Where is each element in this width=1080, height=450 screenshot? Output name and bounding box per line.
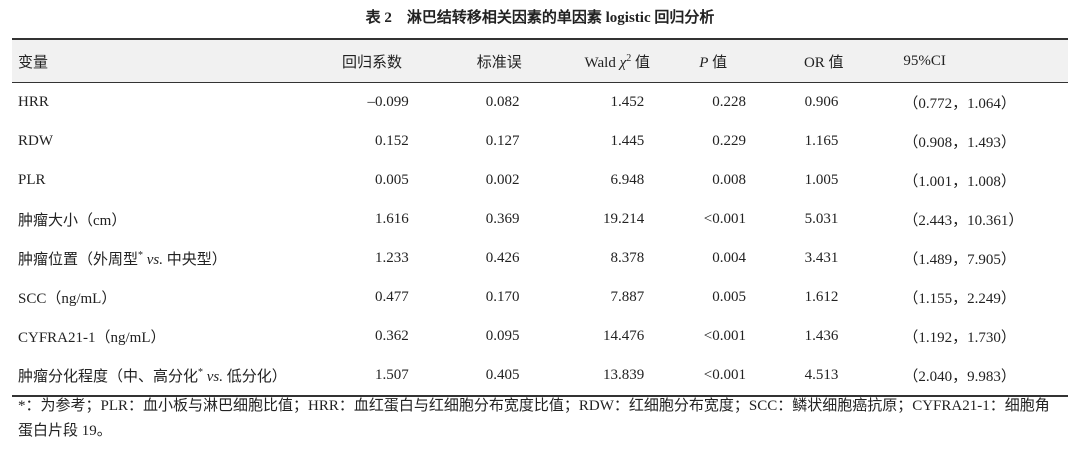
text-segment: χ [619, 54, 627, 71]
table-cell: 1.616 [374, 211, 409, 227]
table-cell: <0.001 [703, 367, 746, 383]
row-label: 肿瘤分化程度（中、高分化* vs. 低分化） [12, 356, 337, 396]
table-cell: 0.426 [485, 250, 520, 266]
table-row: 肿瘤分化程度（中、高分化* vs. 低分化） 1.507 0.405 13.839 <0… [12, 356, 1068, 396]
table-cell: 1.233 [374, 250, 409, 266]
table-cell: （1.192，1.730） [903, 330, 1016, 346]
table-cell: 14.476 [602, 328, 645, 344]
table-cell: 0.005 [374, 172, 409, 188]
table-cell: 6.948 [610, 172, 645, 188]
row-label: HRR [18, 94, 49, 110]
table-row: HRR –0.099 0.082 1.452 0.228 0.906 （0.772，1.06… [12, 83, 1068, 123]
column-header: 标准误 [476, 54, 522, 71]
table-cell: 0.095 [485, 328, 520, 344]
table-cell: 0.002 [485, 172, 520, 188]
column-header: 95%CI [903, 52, 946, 69]
text-segment: 肿瘤分化程度（中、高分化 [18, 369, 199, 385]
table-cell: 13.839 [602, 367, 645, 383]
table-cell: 0.082 [485, 94, 520, 110]
table-cell: （1.155，2.249） [903, 291, 1016, 307]
table-cell: 0.228 [712, 94, 746, 110]
table-cell: 19.214 [602, 211, 645, 227]
table-cell: 0.152 [374, 133, 409, 149]
table-cell: –0.099 [367, 94, 409, 110]
table-cell: 0.477 [374, 289, 409, 305]
text-segment: 值 [708, 54, 728, 71]
table-cell: <0.001 [703, 211, 746, 227]
table-cell: 1.005 [804, 172, 839, 188]
text-segment: 中央型） [163, 252, 227, 268]
table-cell: 5.031 [804, 211, 839, 227]
row-label: PLR [18, 172, 46, 188]
table-cell: 0.008 [712, 172, 746, 188]
table-row: SCC（ng/mL） 0.477 0.170 7.887 0.005 1.612 （1.15… [12, 278, 1068, 317]
text-segment: * [198, 367, 204, 378]
table-body: HRR –0.099 0.082 1.452 0.228 0.906 （0.772，1.06… [12, 83, 1068, 396]
table-cell: （0.908，1.493） [903, 135, 1016, 151]
table-row: CYFRA21-1（ng/mL） 0.362 0.095 14.476 <0.001 1.… [12, 317, 1068, 356]
table-cell: 7.887 [610, 289, 645, 305]
table-row: 肿瘤位置（外周型* vs. 中央型） 1.233 0.426 8.378 0.004 3.… [12, 239, 1068, 278]
table-cell: 0.005 [712, 289, 746, 305]
text-segment: 低分化） [223, 369, 287, 385]
column-header: P 值 [679, 39, 779, 83]
column-header: OR 值 [803, 54, 844, 71]
table-cell: 1.165 [804, 133, 839, 149]
column-header: 回归系数 [342, 54, 403, 71]
text-segment: 2 [626, 52, 632, 64]
table-title: 表 2 淋巴结转移相关因素的单因素 logistic 回归分析 [365, 10, 715, 26]
row-label: SCC（ng/mL） [18, 291, 117, 307]
table-row: 肿瘤大小（cm） 1.616 0.369 19.214 <0.001 5.031 （2.44… [12, 200, 1068, 239]
row-label: RDW [18, 133, 53, 149]
column-header: 变量 [18, 54, 49, 71]
row-label: 肿瘤位置（外周型* vs. 中央型） [12, 239, 337, 278]
table-cell: 0.906 [804, 94, 839, 110]
table-cell: 0.369 [485, 211, 520, 227]
table-cell: （1.001，1.008） [903, 174, 1016, 190]
text-segment: vs. [146, 252, 164, 268]
text-segment: Wald [584, 54, 620, 71]
table-cell: 0.004 [712, 250, 746, 266]
text-segment: 值 [631, 54, 650, 71]
table-cell: 1.445 [610, 133, 645, 149]
footnote: *：为参考；PLR：血小板与淋巴细胞比值；HRR：血红蛋白与红细胞分布宽度比值；… [18, 398, 1050, 439]
table-cell: 3.431 [804, 250, 839, 266]
table-cell: 0.170 [485, 289, 520, 305]
text-segment: vs. [206, 369, 224, 385]
column-header: Wald χ2 值 [560, 39, 680, 83]
table-cell: 1.452 [610, 94, 645, 110]
table-cell: 8.378 [610, 250, 645, 266]
table-cell: <0.001 [703, 328, 746, 344]
table-cell: （2.443，10.361） [903, 213, 1024, 229]
table-cell: 0.127 [485, 133, 520, 149]
table-cell: 0.229 [712, 133, 746, 149]
table-row: RDW 0.152 0.127 1.445 0.229 1.165 （0.908，1.493… [12, 122, 1068, 161]
table-cell: 0.405 [485, 367, 520, 383]
table-cell: （2.040，9.983） [903, 369, 1016, 385]
row-label: CYFRA21-1（ng/mL） [18, 330, 166, 346]
table-cell: 1.436 [804, 328, 839, 344]
table-cell: 1.507 [374, 367, 409, 383]
table-cell: 4.513 [804, 367, 839, 383]
table-cell: （1.489，7.905） [903, 252, 1016, 268]
text-segment: P [699, 54, 709, 71]
text-segment: 肿瘤位置（外周型 [18, 252, 139, 268]
table-cell: （0.772，1.064） [903, 96, 1016, 112]
table-cell: 0.362 [374, 328, 409, 344]
table-cell: 1.612 [804, 289, 839, 305]
row-label: 肿瘤大小（cm） [18, 213, 127, 229]
table-row: PLR 0.005 0.002 6.948 0.008 1.005 （1.001，1.008… [12, 161, 1068, 200]
text-segment: * [138, 250, 144, 261]
